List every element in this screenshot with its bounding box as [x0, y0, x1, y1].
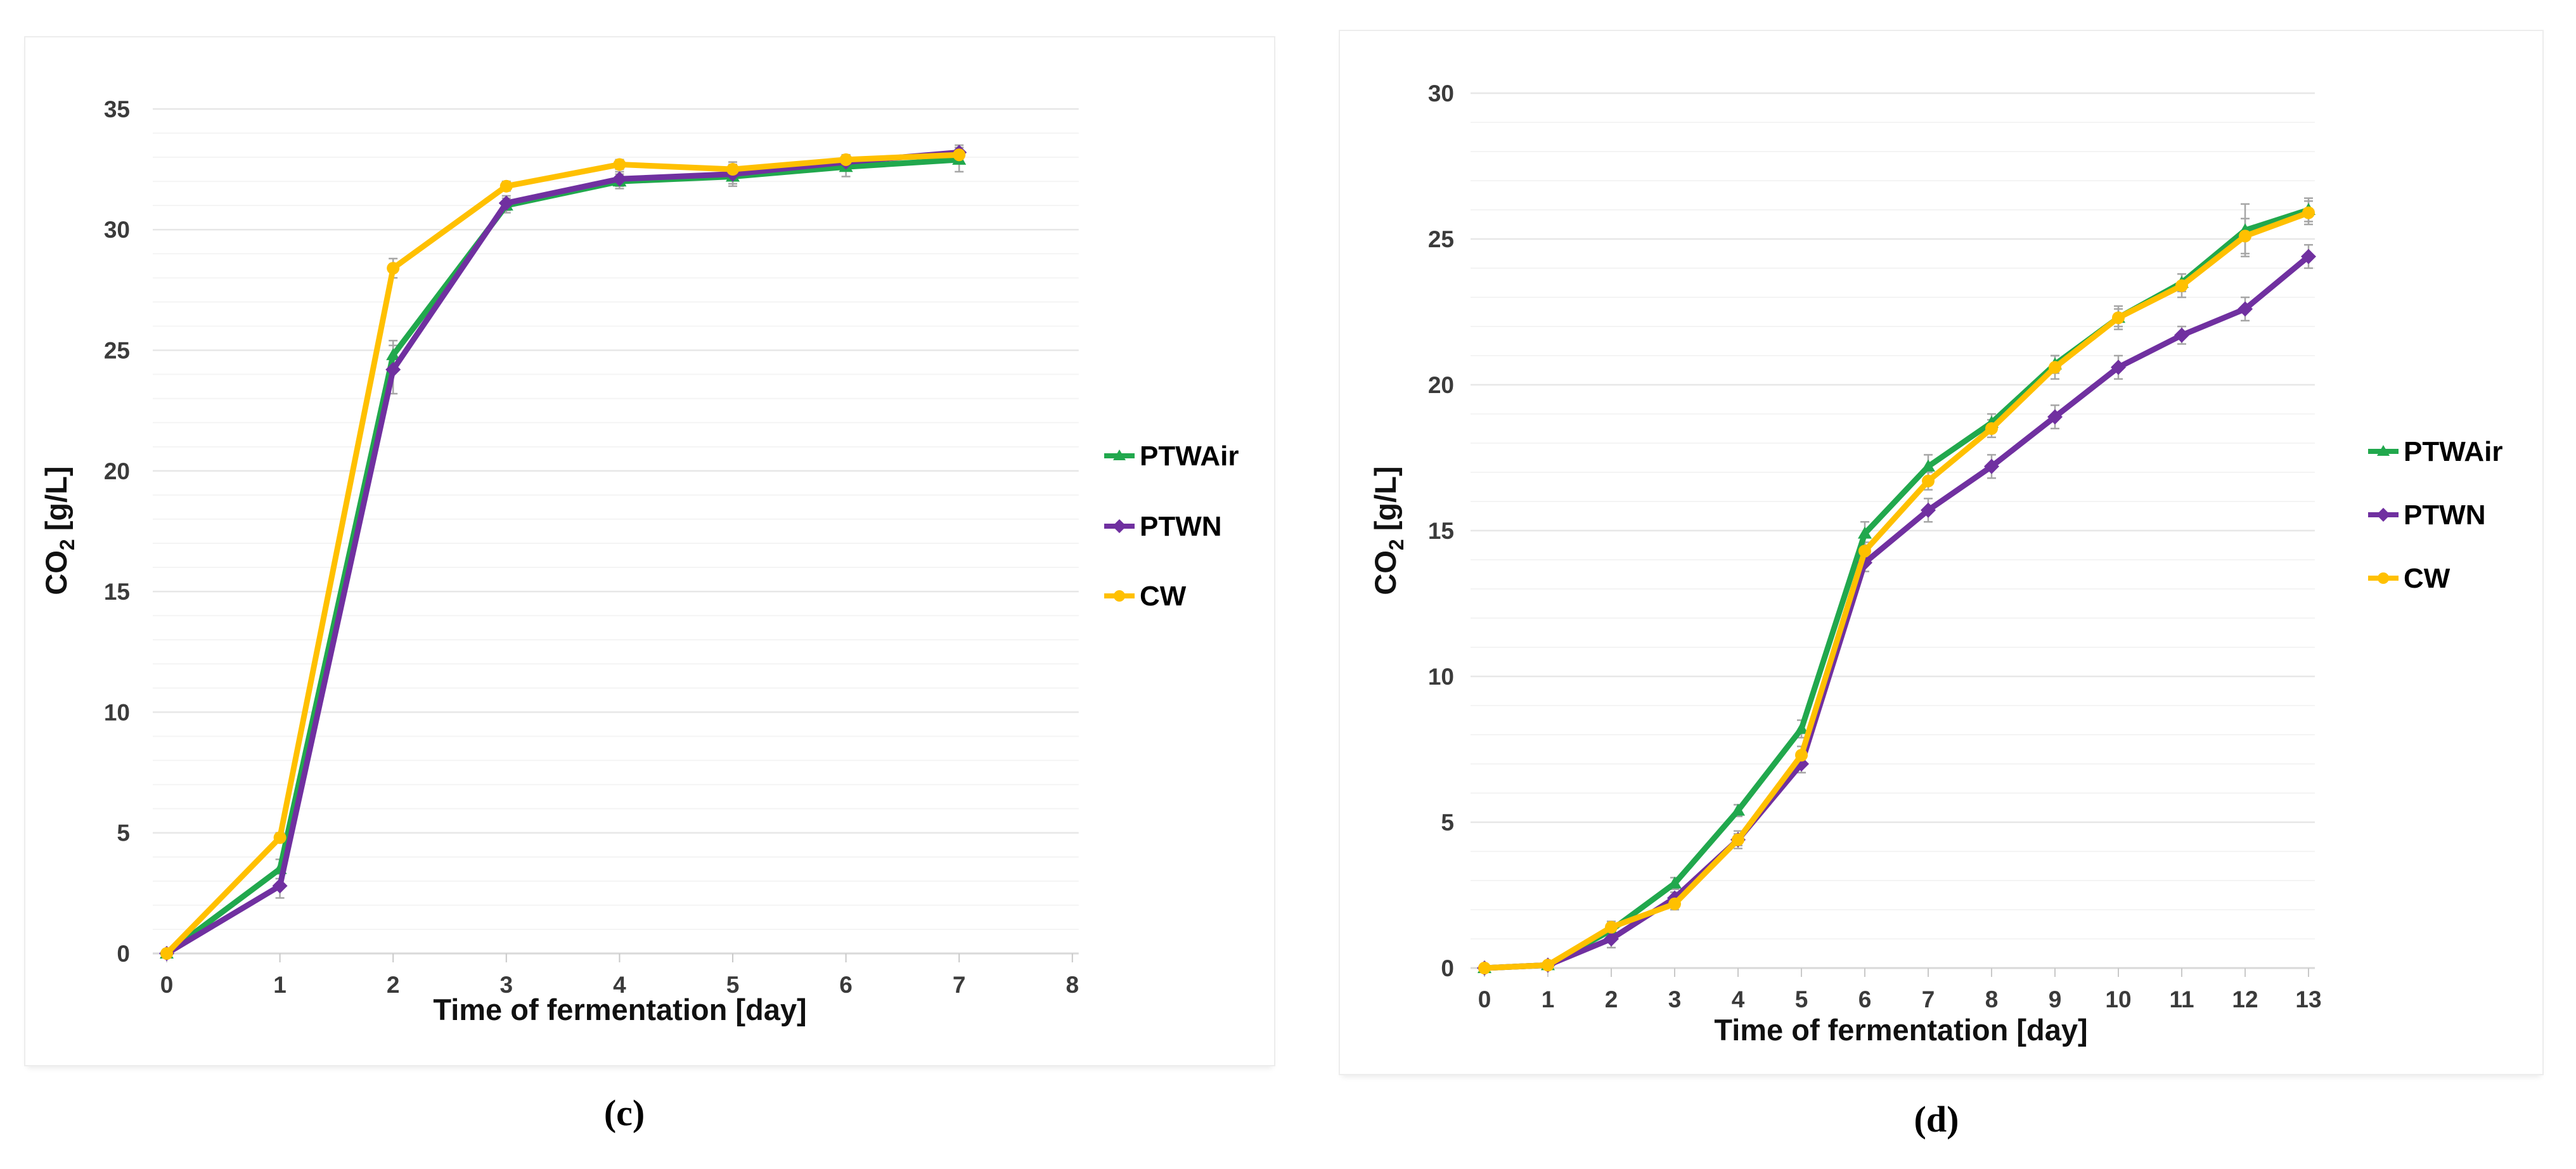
gridlines [1471, 92, 2315, 940]
error-bars-PTWAir [1607, 197, 2313, 937]
gridlines [153, 108, 1079, 930]
chart-panel-d: 0 1 2 3 4 5 6 7 8 9 10 11 12 13 0 5 10 15 20 25 30 PTWAir PTWN… [1339, 30, 2544, 1075]
svg-text:6: 6 [839, 972, 853, 998]
svg-text:30: 30 [1428, 81, 1454, 107]
svg-text:3: 3 [500, 972, 513, 998]
svg-text:35: 35 [104, 96, 130, 122]
x-axis-title: Time of fermentation [day] [433, 993, 806, 1026]
svg-text:4: 4 [1732, 986, 1745, 1012]
svg-text:0: 0 [117, 941, 130, 967]
line-chart-c: 0 1 2 3 4 5 6 7 8 0 5 10 15 20 25 30 35 PTWAir PTWN CW Time … [39, 96, 1239, 1026]
legend-label-PTWN: PTWN [1140, 511, 1222, 542]
legend-label-PTWN: PTWN [2404, 500, 2486, 531]
svg-text:0: 0 [1478, 986, 1491, 1012]
legend-label-PTWAir: PTWAir [1140, 441, 1239, 472]
y-tick-labels: 0 5 10 15 20 25 30 [1428, 81, 1454, 981]
x-tick-labels: 0 1 2 3 4 5 6 7 8 [160, 972, 1079, 998]
y-tick-labels: 0 5 10 15 20 25 30 35 [104, 96, 130, 967]
error-bars-PTWAir [275, 146, 964, 880]
chart-panel-c: 0 1 2 3 4 5 6 7 8 0 5 10 15 20 25 30 35 PTWAir PTWN CW Time … [24, 36, 1275, 1066]
svg-text:13: 13 [2295, 986, 2321, 1012]
svg-text:7: 7 [1922, 986, 1935, 1012]
svg-text:8: 8 [1066, 972, 1079, 998]
x-axis [153, 952, 1079, 962]
svg-text:11: 11 [2169, 986, 2194, 1012]
series-CW [1478, 206, 2315, 974]
legend: PTWAir PTWN CW [2368, 436, 2502, 594]
svg-text:12: 12 [2232, 986, 2258, 1012]
svg-text:0: 0 [160, 972, 174, 998]
legend-label-PTWAir: PTWAir [2404, 436, 2502, 467]
svg-text:9: 9 [2049, 986, 2062, 1012]
svg-text:8: 8 [1985, 986, 1999, 1012]
svg-text:6: 6 [1858, 986, 1872, 1012]
svg-text:30: 30 [104, 217, 130, 243]
x-axis [1471, 967, 2315, 977]
line-chart-d: 0 1 2 3 4 5 6 7 8 9 10 11 12 13051015202530PTWAirPTWN… [1368, 81, 2502, 1047]
series-PTWN [1477, 249, 2316, 976]
y-axis-title: CO2 [g/L] [39, 466, 79, 595]
svg-text:10: 10 [2105, 986, 2131, 1012]
svg-text:4: 4 [613, 972, 626, 998]
svg-text:2: 2 [1605, 986, 1618, 1012]
svg-text:15: 15 [1428, 518, 1454, 544]
svg-text:5: 5 [1441, 810, 1454, 836]
legend-label-CW: CW [1140, 581, 1187, 612]
svg-text:0: 0 [1441, 955, 1454, 981]
svg-text:5: 5 [1795, 986, 1808, 1012]
legend-label-CW: CW [2404, 563, 2450, 594]
svg-text:5: 5 [117, 820, 130, 846]
svg-text:10: 10 [104, 699, 130, 725]
svg-text:20: 20 [104, 458, 130, 484]
series-PTWAir [1478, 203, 2315, 973]
series-CW [160, 148, 966, 960]
svg-text:7: 7 [953, 972, 966, 998]
x-axis-title: Time of fermentation [day] [1714, 1013, 2087, 1047]
svg-text:3: 3 [1668, 986, 1682, 1012]
y-axis-title: CO2 [g/L] [1368, 466, 1408, 595]
svg-text:25: 25 [104, 338, 130, 364]
svg-text:10: 10 [1428, 664, 1454, 690]
svg-text:2: 2 [387, 972, 400, 998]
caption-c: (c) [603, 1092, 645, 1133]
svg-text:15: 15 [104, 579, 130, 605]
x-tick-labels: 0 1 2 3 4 5 6 7 8 9 10 11 12 13 [1478, 986, 2322, 1012]
legend: PTWAir PTWN CW [1104, 441, 1239, 612]
svg-text:5: 5 [726, 972, 740, 998]
svg-text:1: 1 [273, 972, 287, 998]
svg-text:1: 1 [1542, 986, 1555, 1012]
svg-text:20: 20 [1428, 372, 1454, 398]
caption-d: (d) [1914, 1099, 1959, 1140]
error-bars-CW [1607, 200, 2313, 934]
svg-text:25: 25 [1428, 226, 1454, 252]
